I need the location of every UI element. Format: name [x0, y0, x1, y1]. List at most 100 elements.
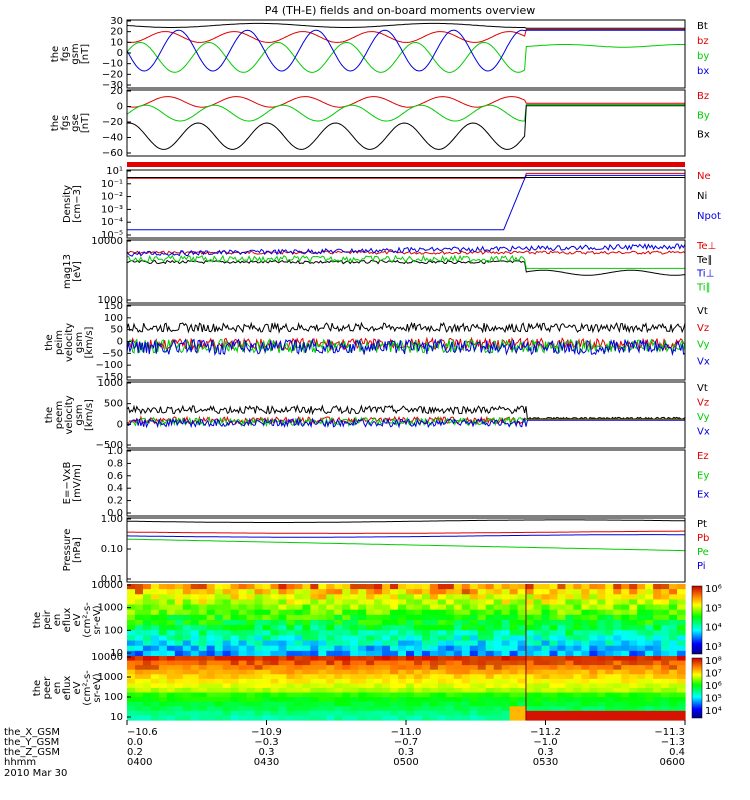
heatmap-cell [238, 620, 248, 626]
heatmap-cell [629, 706, 638, 712]
heatmap-cell [549, 669, 559, 675]
heatmap-cell [246, 706, 256, 712]
heatmap-cell [661, 715, 670, 721]
heatmap-cell [374, 665, 383, 671]
heatmap-cell [286, 640, 295, 647]
heatmap-cell [653, 678, 662, 685]
heatmap-cell [605, 614, 614, 621]
heatmap-cell [326, 650, 335, 657]
heatmap-cell [254, 665, 264, 671]
heatmap-cell [469, 674, 479, 680]
heatmap-cell [134, 584, 144, 590]
heatmap-cell [294, 660, 303, 666]
heatmap-cell [517, 620, 527, 626]
heatmap-cell [238, 625, 248, 631]
heatmap-cell [565, 683, 574, 689]
y-axis-label-line: [cm−3] [72, 185, 83, 223]
heatmap-cell [318, 665, 327, 671]
heatmap-cell [597, 660, 606, 666]
heatmap-cell [613, 625, 622, 631]
y-axis-label-density: Density [cm−3] [62, 185, 83, 223]
heatmap-cell [230, 692, 240, 698]
heatmap-cell [501, 645, 511, 652]
heatmap-cell [366, 609, 375, 616]
heatmap-cell [158, 650, 168, 657]
heatmap-cell [190, 594, 200, 601]
heatmap-cell [445, 710, 455, 717]
heatmap-cell [214, 715, 224, 721]
heatmap-cell [374, 674, 383, 680]
heatmap-cell [406, 645, 415, 652]
heatmap-cell [533, 706, 543, 712]
heatmap-cell [461, 594, 471, 601]
heatmap-cell [485, 660, 495, 666]
heatmap-cell [174, 656, 184, 662]
heatmap-cell [525, 660, 535, 666]
heatmap-cell [613, 660, 622, 666]
heatmap-cell [214, 604, 224, 611]
heatmap-cell [286, 609, 295, 616]
heatmap-cell [382, 706, 391, 712]
heatmap-cell [374, 625, 383, 631]
heatmap-cell [334, 599, 343, 606]
heatmap-cell [390, 599, 399, 606]
heatmap-cell [134, 625, 144, 631]
heatmap-cell [629, 683, 638, 689]
heatmap-cell [334, 625, 343, 631]
heatmap-cell [350, 594, 359, 601]
heatmap-cell [198, 674, 208, 680]
heatmap-cell [461, 645, 471, 652]
heatmap-cell [501, 701, 511, 707]
heatmap-cell [270, 635, 280, 642]
heatmap-cell [413, 635, 423, 642]
heatmap-cell [453, 688, 463, 694]
heatmap-cell [509, 660, 519, 666]
heatmap-cell [509, 630, 519, 637]
heatmap-cell [429, 594, 439, 601]
series-line-peem_velocity-0 [126, 404, 686, 421]
heatmap-cell [230, 674, 240, 680]
heatmap-cell [605, 640, 614, 647]
heatmap-cell [230, 710, 240, 717]
heatmap-cell [501, 650, 511, 657]
y-tick-label: 0.10 [101, 544, 123, 555]
heatmap-cell [286, 710, 295, 717]
heatmap-cell [286, 678, 295, 685]
heatmap-cell [645, 645, 654, 652]
heatmap-cell [406, 614, 415, 621]
heatmap-cell [485, 674, 495, 680]
heatmap-cell [294, 650, 303, 657]
heatmap-cell [573, 589, 582, 595]
heatmap-cell [366, 683, 375, 689]
heatmap-cell [477, 715, 487, 721]
heatmap-cell [613, 683, 622, 689]
heatmap-cell [166, 630, 176, 637]
heatmap-cell [429, 625, 439, 631]
y-tick-label: −10 [102, 59, 123, 70]
heatmap-cell [581, 710, 590, 717]
heatmap-cell [645, 614, 654, 621]
heatmap-cell [669, 630, 678, 637]
heatmap-cell [222, 650, 232, 657]
heatmap-cell [581, 640, 590, 647]
heatmap-cell [342, 594, 351, 601]
heatmap-cell [629, 674, 638, 680]
heatmap-cell [214, 594, 224, 601]
heatmap-cell [270, 660, 280, 666]
heatmap-cell [382, 678, 391, 685]
heatmap-cell [637, 697, 646, 703]
heatmap-cell [406, 630, 415, 637]
heatmap-cell [350, 630, 359, 637]
heatmap-cell [294, 625, 303, 631]
heatmap-cell [509, 650, 519, 657]
plot-frame [126, 239, 686, 304]
heatmap-cell [310, 665, 319, 671]
heatmap-cell [653, 625, 662, 631]
heatmap-cell [525, 678, 535, 685]
heatmap-cell [294, 674, 303, 680]
heatmap-cell [621, 669, 630, 675]
heatmap-cell [645, 589, 654, 595]
heatmap-cell [429, 710, 439, 717]
heatmap-cell [605, 710, 614, 717]
